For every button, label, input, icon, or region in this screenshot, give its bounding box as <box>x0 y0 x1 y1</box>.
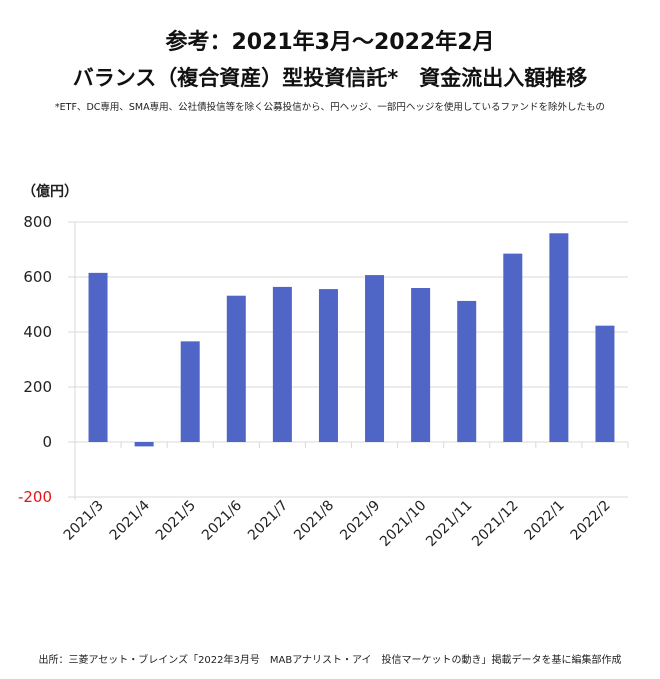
bar-2021/12 <box>503 253 523 442</box>
y-tick-label: 600 <box>23 268 52 286</box>
x-tick-label: 2021/4 <box>107 497 153 543</box>
y-tick-label: 800 <box>23 213 52 231</box>
bar-2021/11 <box>457 300 477 442</box>
bar-2021/10 <box>411 288 431 442</box>
x-tick-label: 2021/3 <box>61 498 107 544</box>
bar-2022/2 <box>595 325 615 442</box>
x-tick-label: 2021/12 <box>469 498 521 550</box>
y-axis-unit-label: （億円） <box>22 184 78 200</box>
bar-2021/8 <box>318 289 338 442</box>
x-tick-label: 2021/9 <box>337 498 383 544</box>
chart-title-line2: バランス（複合資産）型投資信託* 資金流出入額推移 <box>72 66 588 90</box>
x-tick-label: 2021/10 <box>377 498 429 550</box>
x-tick-label: 2022/2 <box>568 498 614 544</box>
bar-2022/1 <box>549 233 569 442</box>
x-tick-label: 2021/11 <box>423 498 475 550</box>
y-tick-label: 400 <box>23 323 52 341</box>
x-tick-label: 2021/5 <box>153 498 199 544</box>
chart-title-line1: 参考：2021年3月～2022年2月 <box>165 30 495 55</box>
bar-2021/6 <box>226 295 246 442</box>
bar-2021/9 <box>365 275 385 442</box>
chart-footnote: *ETF、DC専用、SMA専用、公社債投信等を除く公募投信から、円ヘッジ、一部円… <box>54 102 606 113</box>
x-tick-label: 2022/1 <box>522 498 568 544</box>
x-tick-label: 2021/6 <box>199 497 245 543</box>
bar-2021/4 <box>134 442 154 447</box>
x-tick-label: 2021/7 <box>245 498 291 544</box>
y-tick-label: 0 <box>42 433 52 451</box>
bar-2021/3 <box>88 272 108 442</box>
y-tick-label: 200 <box>23 378 52 396</box>
bar-2021/7 <box>272 286 292 442</box>
source-note: 出所：三菱アセット・ブレインズ「2022年3月号 MABアナリスト・アイ 投信マ… <box>38 655 622 666</box>
x-tick-label: 2021/8 <box>291 498 337 544</box>
y-tick-label: -200 <box>18 488 52 506</box>
bar-2021/5 <box>180 341 200 442</box>
